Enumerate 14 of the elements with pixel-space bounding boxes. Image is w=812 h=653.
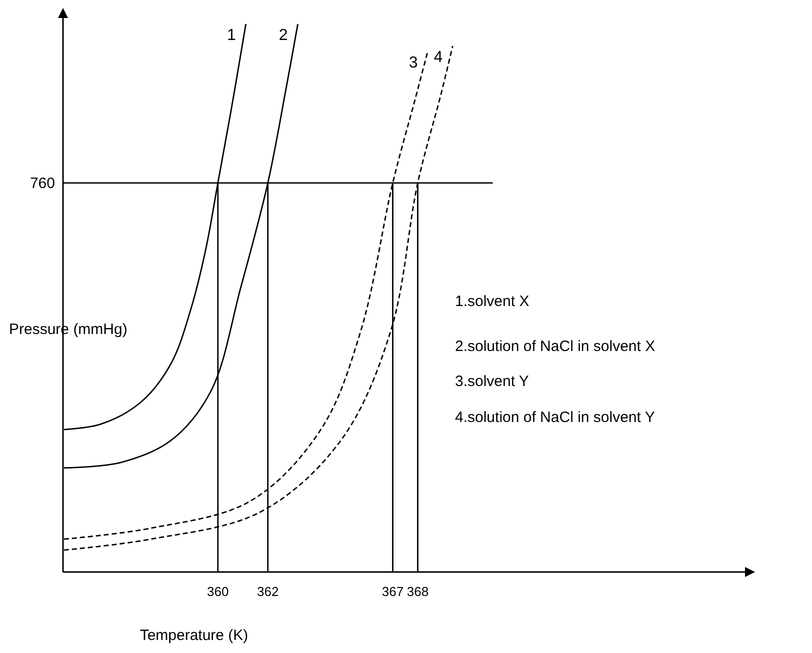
series-label: 4 <box>434 48 443 66</box>
annotation: 2.solution of NaCl in solvent X <box>455 338 656 355</box>
x-tick-label: 367 <box>382 584 404 599</box>
x-tick-label: 368 <box>406 584 429 599</box>
text: 760 <box>30 174 55 192</box>
series-label: 2 <box>278 27 288 44</box>
series-label: 3 <box>408 54 418 72</box>
x-tick-label: 362 <box>257 584 279 599</box>
series-label: 1 <box>226 27 236 44</box>
annotation: 1.solvent X <box>455 293 530 310</box>
annotation: 4.solution of NaCl in solvent Y <box>455 409 655 426</box>
x-tick-label: 360 <box>207 584 229 599</box>
annotation: 3.solvent Y <box>455 373 529 390</box>
x-axis-title: Temperature (K) <box>140 627 248 644</box>
